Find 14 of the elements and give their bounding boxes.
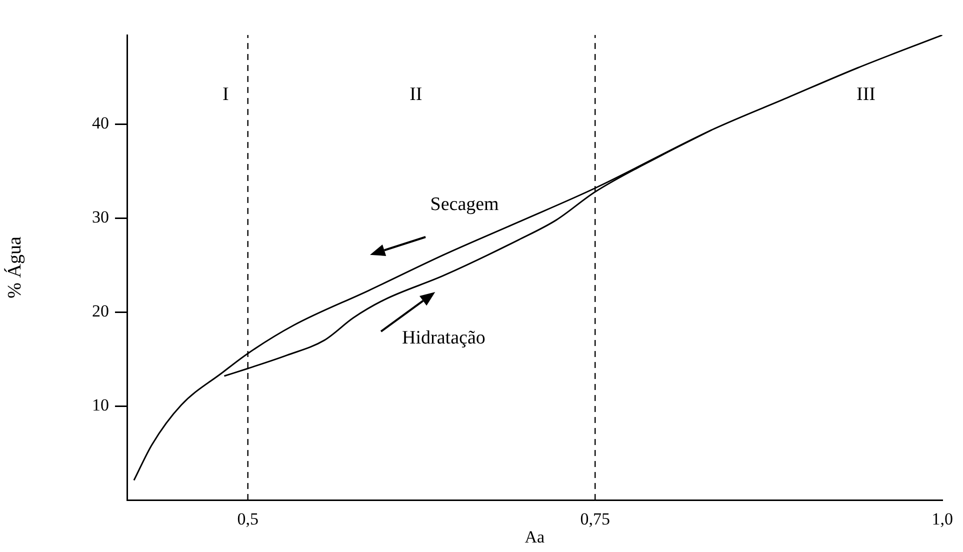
y-tick-label: 20 — [92, 302, 109, 321]
x-tick-label: 0,75 — [580, 510, 610, 529]
annotation: II — [410, 84, 422, 106]
y-tick-label: 30 — [92, 208, 109, 227]
annotation: Secagem — [430, 194, 500, 216]
x-tick-label: 0,5 — [237, 510, 258, 529]
annotation: III — [856, 84, 876, 106]
x-axis-title: Aa — [524, 527, 546, 546]
y-axis-title: % Água — [3, 236, 26, 298]
y-tick-label: 10 — [92, 396, 109, 415]
y-tick-label: 40 — [92, 114, 109, 133]
annotation: Hidratação — [402, 327, 486, 348]
annotation: I — [222, 84, 229, 106]
x-tick-label: 1,0 — [932, 510, 953, 529]
